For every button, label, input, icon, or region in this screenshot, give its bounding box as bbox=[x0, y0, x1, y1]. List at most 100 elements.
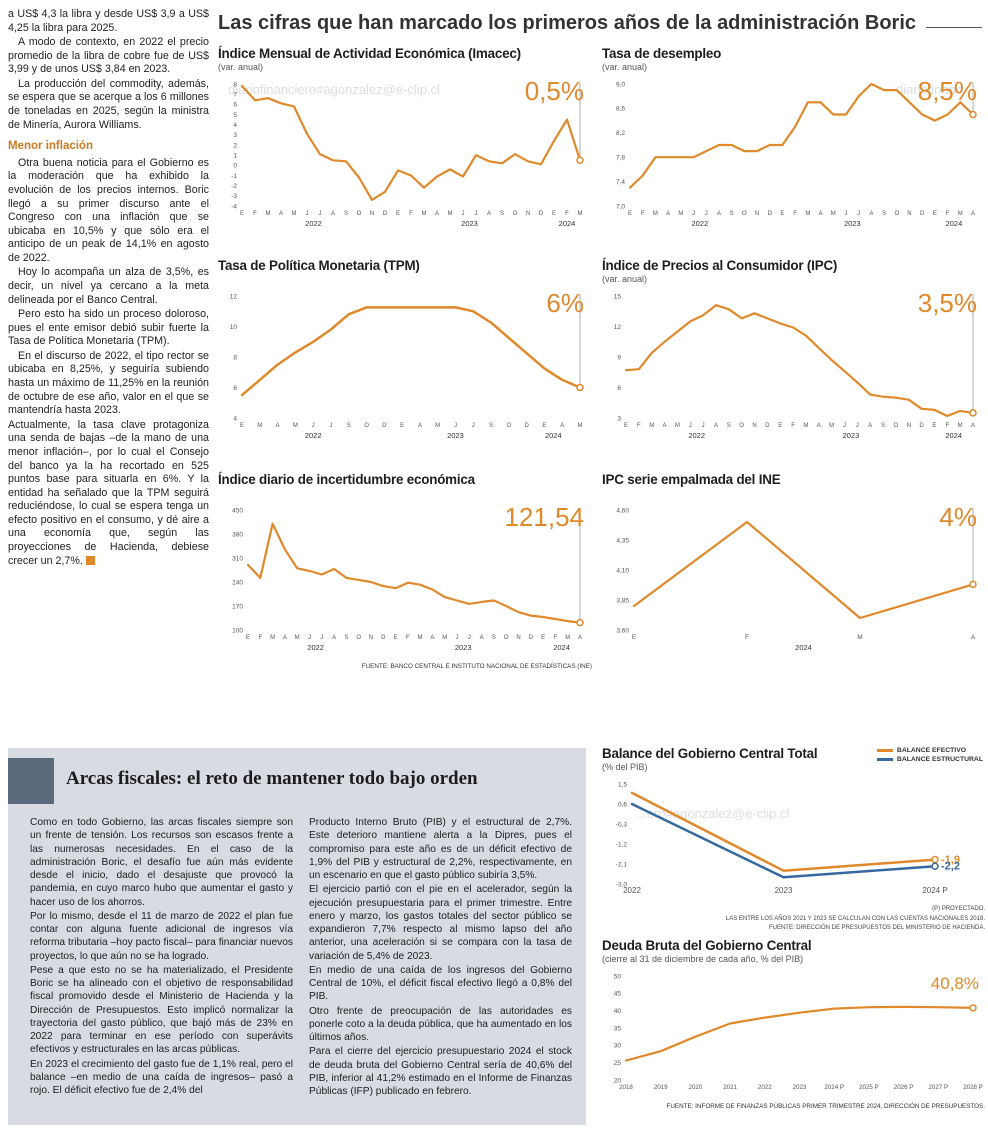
svg-text:E: E bbox=[541, 635, 545, 641]
svg-text:O: O bbox=[739, 423, 744, 429]
svg-text:-2,1: -2,1 bbox=[616, 861, 628, 868]
latest-value-label: 4% bbox=[939, 502, 977, 532]
paragraph: La producción del commodity, además, se … bbox=[8, 77, 209, 131]
svg-text:A: A bbox=[332, 635, 336, 641]
svg-text:N: N bbox=[526, 211, 530, 217]
svg-text:A: A bbox=[817, 423, 821, 429]
svg-text:A: A bbox=[480, 635, 484, 641]
chart-subtitle: (% del PIB) bbox=[602, 762, 648, 772]
svg-text:2023: 2023 bbox=[775, 886, 793, 895]
svg-text:A: A bbox=[279, 211, 283, 217]
svg-text:S: S bbox=[344, 211, 348, 217]
svg-text:E: E bbox=[632, 634, 637, 641]
svg-text:M: M bbox=[829, 423, 834, 429]
svg-text:E: E bbox=[400, 423, 404, 429]
svg-text:M: M bbox=[435, 423, 440, 429]
svg-text:J: J bbox=[456, 635, 459, 641]
article-column-2: Producto Interno Bruto (PIB) y el estruc… bbox=[309, 816, 572, 1099]
svg-text:O: O bbox=[894, 211, 899, 217]
svg-text:F: F bbox=[946, 211, 950, 217]
svg-text:M: M bbox=[578, 211, 583, 217]
line-chart: 12 10 8 6 4 E M A M J J S O D E A M J J S O D E A M 2022 2023 2024 … bbox=[218, 288, 592, 448]
svg-text:M: M bbox=[805, 211, 810, 217]
svg-text:E: E bbox=[552, 211, 556, 217]
svg-text:A: A bbox=[331, 211, 335, 217]
chart-subtitle bbox=[218, 488, 592, 500]
svg-text:J: J bbox=[320, 635, 323, 641]
svg-text:50: 50 bbox=[614, 973, 622, 980]
svg-text:30: 30 bbox=[614, 1043, 622, 1050]
svg-text:M: M bbox=[675, 423, 680, 429]
paragraph: Pero esto ha sido un proceso doloroso, p… bbox=[8, 308, 209, 348]
latest-value-label: 6% bbox=[546, 288, 584, 318]
svg-text:-3,0: -3,0 bbox=[616, 881, 628, 888]
svg-text:E: E bbox=[780, 211, 784, 217]
chart-title: Balance del Gobierno Central Total bbox=[602, 746, 818, 761]
svg-text:J: J bbox=[702, 423, 705, 429]
svg-text:2023: 2023 bbox=[844, 219, 861, 228]
svg-text:A: A bbox=[578, 635, 582, 641]
svg-text:F: F bbox=[565, 211, 569, 217]
svg-text:J: J bbox=[475, 211, 478, 217]
svg-text:J: J bbox=[843, 423, 846, 429]
svg-text:D: D bbox=[919, 423, 924, 429]
svg-text:D: D bbox=[539, 211, 544, 217]
svg-text:F: F bbox=[793, 211, 797, 217]
svg-text:F: F bbox=[637, 423, 641, 429]
svg-text:2022: 2022 bbox=[688, 431, 705, 440]
svg-text:2023: 2023 bbox=[793, 1084, 807, 1091]
chart-subtitle: (var. anual) bbox=[602, 62, 648, 72]
paragraph: A modo de contexto, en 2022 el precio pr… bbox=[8, 36, 209, 76]
svg-text:J: J bbox=[472, 423, 475, 429]
svg-text:2024: 2024 bbox=[559, 219, 576, 228]
svg-text:D: D bbox=[382, 423, 387, 429]
svg-text:A: A bbox=[418, 423, 422, 429]
svg-text:J: J bbox=[844, 211, 847, 217]
chart-title: Tasa de desempleo bbox=[602, 46, 722, 61]
svg-text:F: F bbox=[409, 211, 413, 217]
svg-text:S: S bbox=[492, 635, 496, 641]
svg-text:2022: 2022 bbox=[758, 1084, 772, 1091]
svg-text:M: M bbox=[418, 635, 423, 641]
chart-title: Tasa de Política Monetaria (TPM) bbox=[218, 258, 420, 273]
chart-title: Deuda Bruta del Gobierno Central bbox=[602, 938, 812, 953]
chart-legend: BALANCE EFECTIVO BALANCE ESTRUCTURAL bbox=[874, 744, 985, 766]
svg-text:A: A bbox=[560, 423, 564, 429]
svg-text:M: M bbox=[293, 423, 298, 429]
svg-text:100: 100 bbox=[232, 627, 243, 634]
svg-text:7,8: 7,8 bbox=[616, 155, 625, 162]
svg-text:M: M bbox=[448, 211, 453, 217]
svg-text:N: N bbox=[755, 211, 759, 217]
svg-text:12: 12 bbox=[230, 293, 238, 300]
page-headline: Las cifras que han marcado los primeros … bbox=[218, 12, 982, 35]
end-of-article-icon bbox=[85, 555, 95, 565]
headline-rule bbox=[926, 27, 982, 28]
svg-text:2027 P: 2027 P bbox=[928, 1084, 948, 1091]
svg-text:E: E bbox=[933, 211, 937, 217]
svg-text:4: 4 bbox=[233, 415, 237, 422]
svg-text:A: A bbox=[714, 423, 718, 429]
svg-text:4,60: 4,60 bbox=[616, 507, 629, 514]
latest-value-label: 40,8% bbox=[930, 974, 979, 993]
svg-text:J: J bbox=[312, 423, 315, 429]
svg-text:A: A bbox=[663, 423, 667, 429]
svg-text:2024: 2024 bbox=[553, 643, 570, 652]
svg-text:8,6: 8,6 bbox=[616, 106, 625, 113]
paragraph: En 2023 el crecimiento del gasto fue de … bbox=[30, 1058, 293, 1097]
svg-text:O: O bbox=[513, 211, 518, 217]
svg-text:3: 3 bbox=[233, 132, 237, 139]
svg-text:S: S bbox=[500, 211, 504, 217]
svg-text:S: S bbox=[489, 423, 493, 429]
svg-text:F: F bbox=[253, 211, 257, 217]
svg-text:E: E bbox=[628, 211, 632, 217]
svg-text:N: N bbox=[907, 423, 911, 429]
svg-text:M: M bbox=[578, 423, 583, 429]
paragraph: Como en todo Gobierno, las arcas fiscale… bbox=[30, 817, 293, 908]
svg-text:A: A bbox=[487, 211, 491, 217]
svg-text:J: J bbox=[329, 423, 332, 429]
svg-text:8: 8 bbox=[233, 81, 237, 88]
svg-text:O: O bbox=[894, 423, 899, 429]
article-heading: Arcas fiscales: el reto de mantener todo… bbox=[66, 768, 478, 789]
paragraph: a US$ 4,3 la libra y desde US$ 3,9 a US$… bbox=[8, 8, 209, 34]
paragraph: Producto Interno Bruto (PIB) y el estruc… bbox=[309, 817, 572, 881]
